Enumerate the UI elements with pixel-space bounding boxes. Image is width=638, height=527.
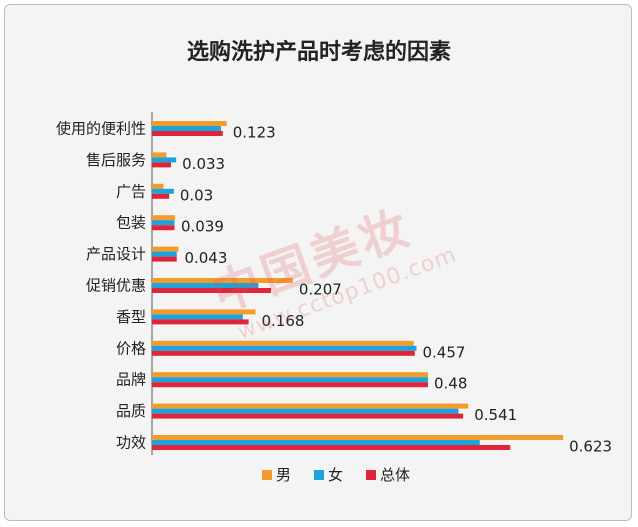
category-label: 价格 bbox=[116, 339, 146, 357]
bar-女 bbox=[152, 408, 459, 414]
category-label: 产品设计 bbox=[86, 245, 146, 263]
bar-总体 bbox=[152, 225, 175, 231]
bar-总体 bbox=[152, 382, 428, 388]
data-label: 0.623 bbox=[569, 438, 612, 456]
bar-男 bbox=[152, 183, 164, 189]
bar-男 bbox=[152, 215, 175, 221]
data-label: 0.541 bbox=[474, 406, 517, 424]
bar-总体 bbox=[152, 413, 464, 419]
bar-男 bbox=[152, 403, 469, 409]
legend-label: 总体 bbox=[380, 466, 410, 484]
category-label: 品牌 bbox=[116, 371, 146, 389]
category-label: 品质 bbox=[116, 402, 146, 420]
category-label: 香型 bbox=[116, 308, 146, 326]
bar-女 bbox=[152, 188, 174, 194]
bar-女 bbox=[152, 440, 480, 445]
data-label: 0.123 bbox=[233, 124, 276, 142]
bar-女 bbox=[152, 220, 175, 226]
category-label: 广告 bbox=[116, 182, 146, 200]
data-label: 0.043 bbox=[184, 249, 227, 267]
bar-男 bbox=[152, 246, 179, 252]
data-label: 0.03 bbox=[180, 186, 213, 204]
legend-swatch-女 bbox=[314, 470, 324, 480]
category-label: 包装 bbox=[116, 214, 146, 232]
data-label: 0.039 bbox=[181, 218, 224, 236]
category-label: 促销优惠 bbox=[86, 277, 146, 295]
legend-label: 女 bbox=[328, 466, 343, 484]
bar-总体 bbox=[152, 350, 415, 356]
data-label: 0.168 bbox=[262, 312, 305, 330]
legend-swatch-男 bbox=[262, 470, 272, 480]
data-label: 0.207 bbox=[299, 281, 342, 299]
category-label: 使用的便利性 bbox=[56, 120, 146, 138]
legend-label: 男 bbox=[276, 466, 291, 484]
bar-男 bbox=[152, 121, 227, 126]
legend-swatch-总体 bbox=[366, 470, 376, 480]
bar-总体 bbox=[152, 193, 170, 199]
bar-女 bbox=[152, 314, 243, 320]
bar-总体 bbox=[152, 256, 177, 262]
bar-总体 bbox=[152, 319, 249, 325]
category-label: 功效 bbox=[116, 434, 146, 452]
bar-男 bbox=[152, 309, 256, 315]
bar-女 bbox=[152, 283, 259, 288]
bar-女 bbox=[152, 126, 221, 131]
bar-男 bbox=[152, 278, 293, 283]
data-label: 0.033 bbox=[182, 155, 225, 173]
bar-女 bbox=[152, 377, 428, 383]
data-label: 0.457 bbox=[423, 343, 466, 361]
bar-女 bbox=[152, 345, 417, 351]
bar-总体 bbox=[152, 445, 511, 450]
bar-男 bbox=[152, 435, 564, 440]
category-label: 售后服务 bbox=[86, 151, 146, 169]
bar-男 bbox=[152, 372, 428, 378]
bar-女 bbox=[152, 251, 177, 257]
bar-女 bbox=[152, 157, 177, 163]
chart-frame bbox=[4, 4, 632, 521]
data-label: 0.48 bbox=[434, 375, 467, 393]
bar-男 bbox=[152, 340, 414, 346]
bar-总体 bbox=[152, 288, 272, 293]
bar-总体 bbox=[152, 162, 171, 168]
bar-总体 bbox=[152, 131, 223, 136]
chart-title: 选购洗护产品时考虑的因素 bbox=[186, 40, 451, 65]
bar-男 bbox=[152, 152, 167, 158]
